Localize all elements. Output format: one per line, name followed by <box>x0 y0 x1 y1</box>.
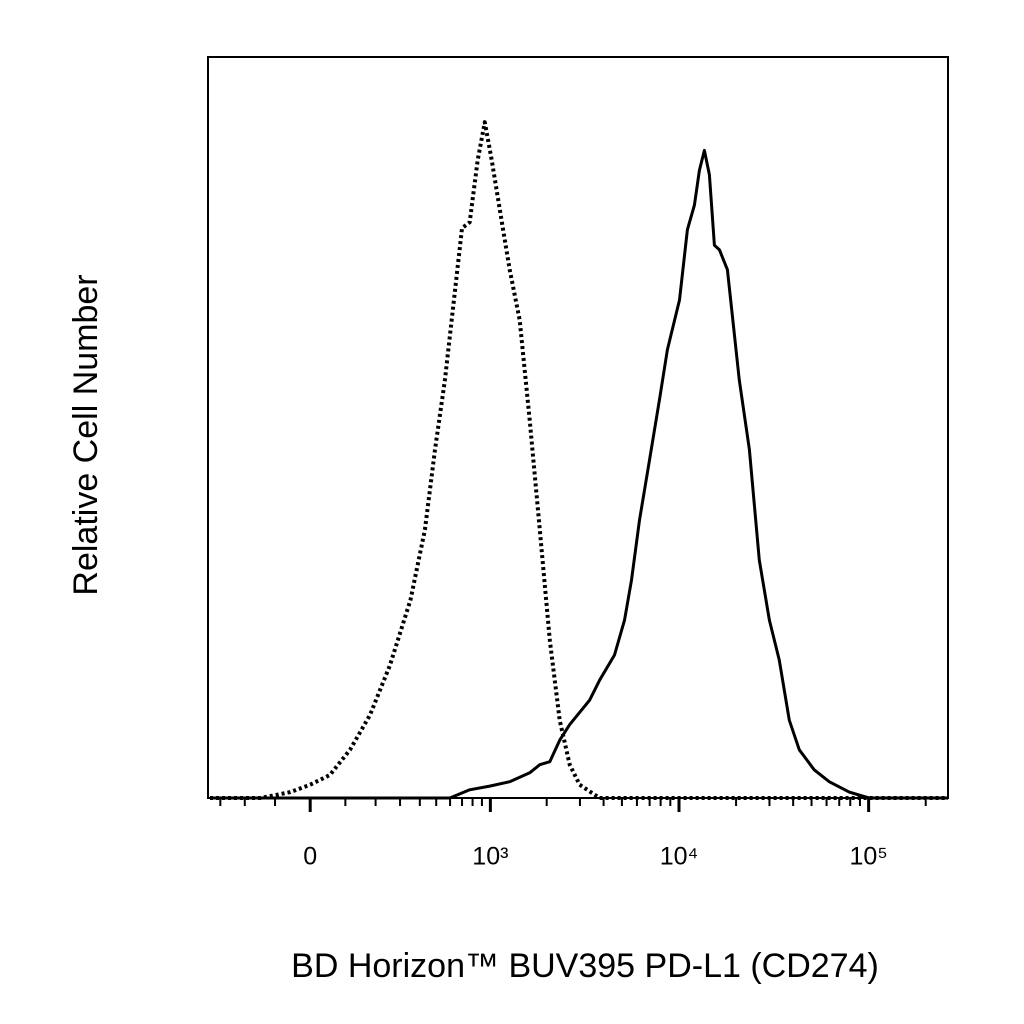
x-tick-label: 10⁴ <box>660 843 699 871</box>
plot-frame <box>207 56 949 799</box>
histogram-line <box>210 148 948 800</box>
x-axis-label: BD Horizon™ BUV395 PD-L1 (CD274) <box>291 947 879 985</box>
x-tick-label: 0 <box>303 843 317 871</box>
histogram-line <box>210 120 948 800</box>
x-tick-label: 10⁵ <box>850 843 888 871</box>
x-tick-label: 10³ <box>472 843 508 871</box>
y-axis-label: Relative Cell Number <box>67 274 105 595</box>
